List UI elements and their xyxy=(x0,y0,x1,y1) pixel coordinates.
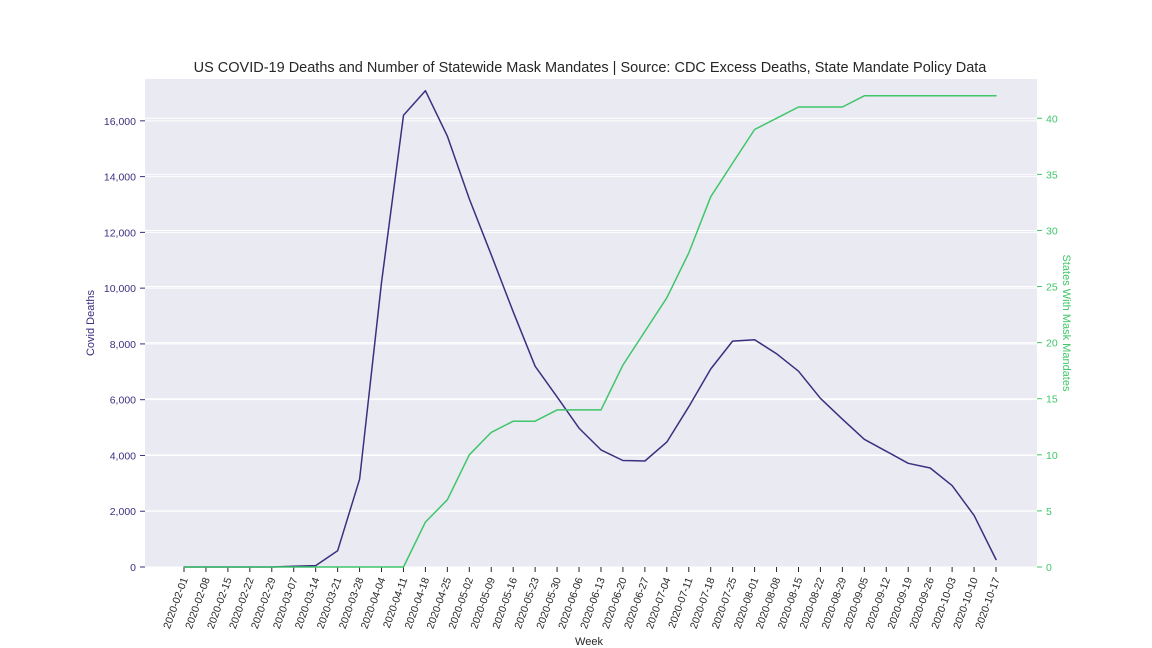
right-tick-label: 10 xyxy=(1046,450,1058,462)
right-tick-label: 15 xyxy=(1046,394,1058,406)
mask-mandates-series-line xyxy=(183,95,997,568)
left-tick-label: 4,000 xyxy=(110,450,136,462)
gridlines xyxy=(145,117,1037,568)
x-axis-ticks: 2020-02-012020-02-082020-02-152020-02-22… xyxy=(161,567,1003,631)
right-tick-label: 25 xyxy=(1046,282,1058,294)
left-tick-label: 2,000 xyxy=(110,506,136,518)
chart-title: US COVID-19 Deaths and Number of Statewi… xyxy=(194,60,988,76)
series-lines xyxy=(183,89,997,568)
left-tick-label: 6,000 xyxy=(110,395,136,407)
right-tick-label: 30 xyxy=(1046,225,1058,237)
x-axis-label: Week xyxy=(575,636,603,648)
right-axis-label: States With Mask Mandates xyxy=(1060,255,1072,392)
left-tick-label: 16,000 xyxy=(104,116,136,128)
right-tick-label: 5 xyxy=(1046,506,1052,518)
left-tick-label: 10,000 xyxy=(104,283,136,295)
left-tick-label: 0 xyxy=(130,562,136,574)
plot-area xyxy=(145,79,1037,567)
right-axis-ticks: 0 5 10 15 20 25 30 35 40 xyxy=(1037,113,1058,574)
left-axis-label: Covid Deaths xyxy=(85,289,97,356)
left-tick-label: 12,000 xyxy=(104,227,136,239)
left-tick-label: 14,000 xyxy=(104,172,136,184)
right-tick-label: 0 xyxy=(1046,562,1052,574)
left-axis-ticks: 0 2,000 4,000 6,000 8,000 10,000 12,000 14,000 1… xyxy=(104,116,145,574)
covid-deaths-series-line xyxy=(183,89,997,568)
right-tick-label: 40 xyxy=(1046,113,1058,125)
right-tick-label: 20 xyxy=(1046,338,1058,350)
right-tick-label: 35 xyxy=(1046,169,1058,181)
left-tick-label: 8,000 xyxy=(110,339,136,351)
